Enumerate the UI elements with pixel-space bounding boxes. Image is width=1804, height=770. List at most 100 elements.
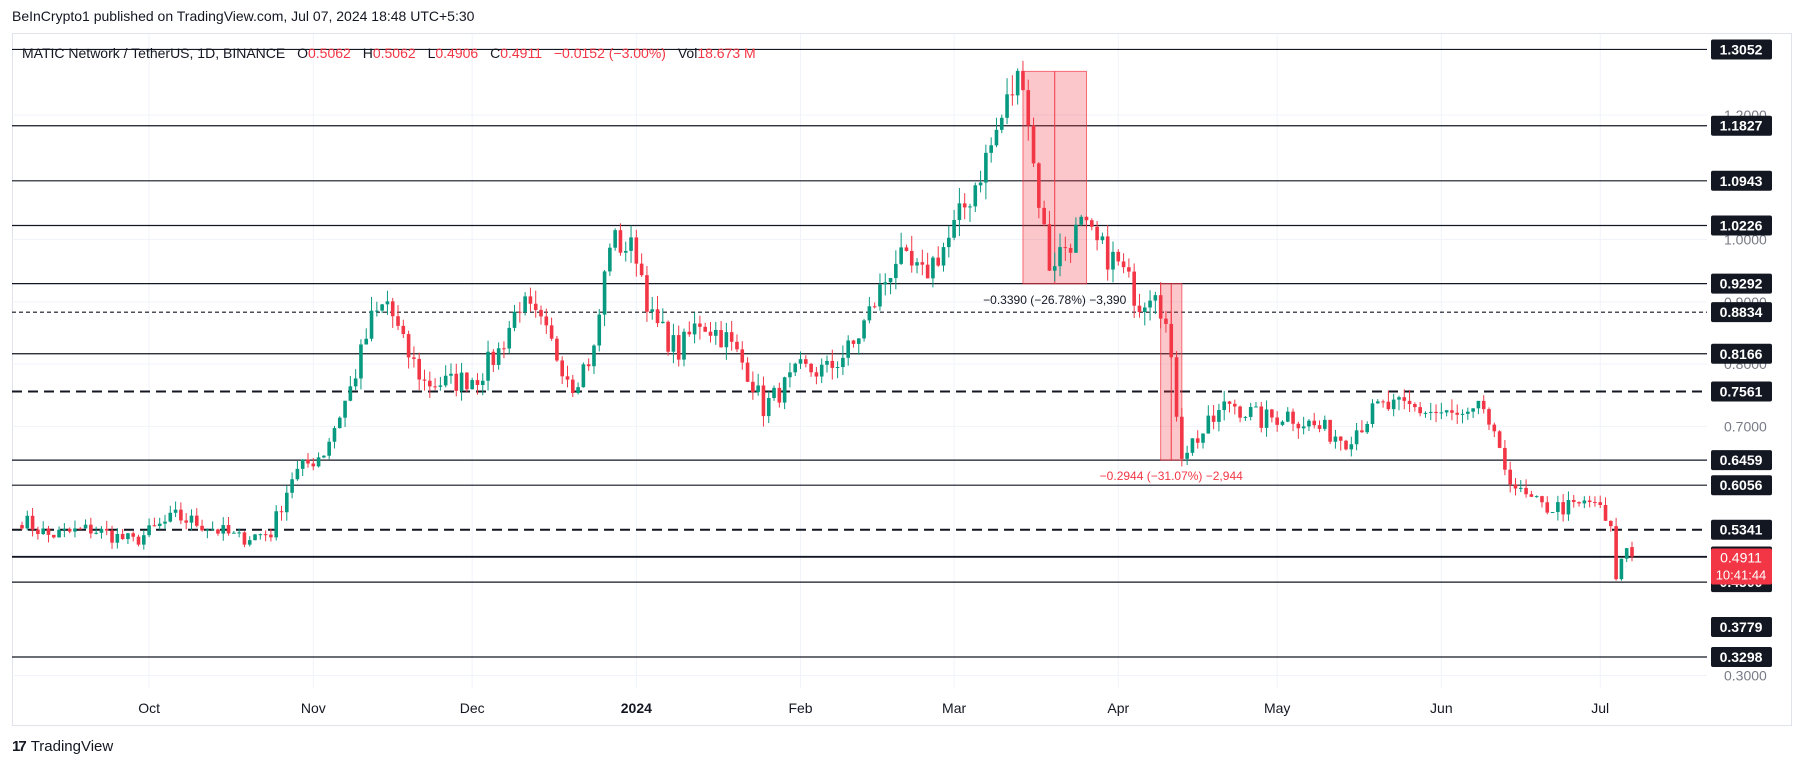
candle-body <box>36 529 40 534</box>
candle-body <box>1397 397 1401 400</box>
candle-body <box>947 237 951 248</box>
candle-body <box>1105 236 1110 270</box>
candle-body <box>465 372 469 390</box>
candle-body <box>1529 494 1534 497</box>
candle-body <box>1508 469 1512 485</box>
brand-name: TradingView <box>30 738 114 755</box>
candle-body <box>1418 407 1422 414</box>
candle-body <box>968 206 972 208</box>
candle-body <box>364 338 369 345</box>
open-label: O <box>297 45 308 61</box>
candle-body <box>804 359 808 364</box>
candle-body <box>62 528 67 530</box>
candle-body <box>984 152 988 183</box>
candle-body <box>782 377 787 403</box>
candle-body <box>427 380 432 387</box>
candle-body <box>104 528 109 531</box>
candle-body <box>565 376 570 380</box>
candle-body <box>957 203 962 221</box>
candle-body <box>851 340 856 344</box>
candle-body <box>682 331 686 360</box>
candle-body <box>713 330 718 336</box>
candle-body <box>740 349 745 363</box>
level-label: 0.6459 <box>1720 452 1763 468</box>
candle-body <box>247 540 252 545</box>
candle-body <box>67 528 72 532</box>
candle-body <box>480 380 485 385</box>
candle-body <box>205 529 210 531</box>
candle-body <box>777 387 782 403</box>
candle-body <box>1349 444 1354 450</box>
candle-body <box>729 332 734 342</box>
candle-body <box>1556 502 1560 513</box>
candle-body <box>883 282 888 285</box>
candle-body <box>327 441 331 456</box>
candle-body <box>661 321 665 324</box>
candle-body <box>1074 224 1078 253</box>
x-tick-label: Feb <box>788 700 812 716</box>
candle-body <box>20 525 24 529</box>
candle-body <box>1450 410 1454 413</box>
x-tick-label: May <box>1264 700 1290 716</box>
x-tick-label: Apr <box>1107 700 1129 716</box>
candle-body <box>623 250 628 253</box>
candle-body <box>385 301 390 305</box>
candle-body <box>1275 417 1279 425</box>
candle-body <box>1169 323 1174 358</box>
candle-body <box>703 326 707 332</box>
level-label-bg <box>1711 39 1772 60</box>
candle-body <box>994 129 999 146</box>
candle-body <box>602 271 607 315</box>
candle-body <box>216 529 220 534</box>
candle-body <box>147 525 151 536</box>
candle-body <box>300 459 305 469</box>
candle-body <box>1153 295 1158 301</box>
candle-body <box>1365 423 1369 433</box>
candle-body <box>136 536 141 545</box>
candle-body <box>1238 406 1242 418</box>
candle-body <box>322 455 326 458</box>
level-label: 0.3298 <box>1720 649 1763 665</box>
x-tick-label: Nov <box>301 700 326 716</box>
candle-body <box>809 363 813 373</box>
candle-body <box>1307 420 1311 427</box>
publish-info: BeInCrypto1 published on TradingView.com… <box>12 8 475 24</box>
measure-label: −0.3390 (−26.78%) −3,390 <box>983 293 1126 307</box>
candle-body <box>401 325 406 335</box>
x-tick-label: 2024 <box>621 700 652 716</box>
candle-body <box>1132 271 1136 306</box>
candle-body <box>1195 438 1200 443</box>
candle-body <box>94 532 98 534</box>
candle-body <box>269 534 273 538</box>
candle-body <box>502 348 506 350</box>
level-label-bg <box>1711 646 1772 667</box>
candle-body <box>597 314 602 346</box>
candle-body <box>1127 267 1131 272</box>
tradingview-footer[interactable]: 17 TradingView <box>12 738 113 755</box>
level-label: 1.1827 <box>1720 118 1763 134</box>
candle-body <box>1381 401 1385 403</box>
candle-body <box>194 515 199 526</box>
volume-label: Vol <box>677 45 698 61</box>
candle-body <box>232 532 236 534</box>
candle-body <box>380 304 384 311</box>
low-value: 0.4906 <box>435 45 479 61</box>
candle-body <box>168 512 173 522</box>
candle-body <box>274 511 279 538</box>
candle-body <box>1158 295 1163 319</box>
candle-body <box>1593 502 1597 504</box>
candle-body <box>1503 447 1507 470</box>
candle-body <box>396 316 400 326</box>
candle-body <box>1439 412 1444 414</box>
candle-body <box>179 509 183 521</box>
candle-body <box>1624 548 1629 559</box>
candle-body <box>899 247 903 264</box>
candle-body <box>157 523 162 527</box>
candle-body <box>676 335 681 360</box>
candle-body <box>237 532 241 534</box>
candle-body <box>1095 226 1099 241</box>
candle-body <box>337 417 342 429</box>
x-tick-label: Dec <box>460 700 485 716</box>
candle-body <box>570 379 575 393</box>
